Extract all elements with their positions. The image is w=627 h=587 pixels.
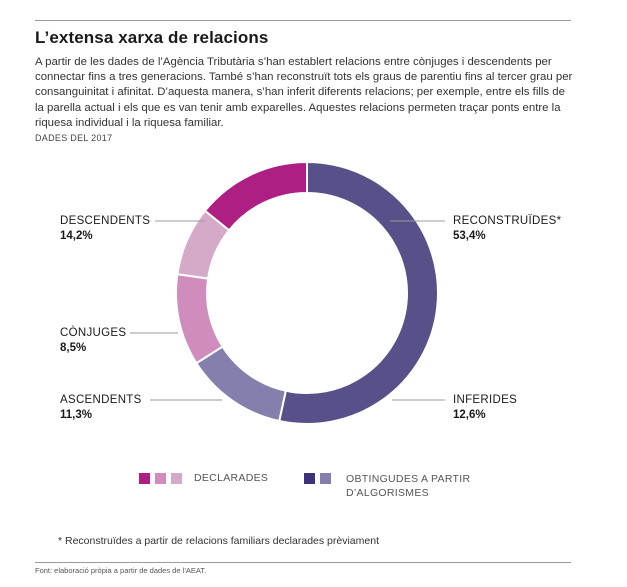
donut-chart bbox=[130, 160, 445, 425]
chart-title: L’extensa xarxa de relacions bbox=[35, 28, 269, 47]
legend-swatch bbox=[320, 473, 331, 484]
legend-swatch bbox=[304, 473, 315, 484]
label-descendents-name: DESCENDENTS bbox=[60, 215, 151, 227]
top-rule bbox=[35, 20, 571, 21]
label-descendents-value: 14,2% bbox=[60, 230, 93, 242]
donut-slice-reconstruïdes bbox=[278, 160, 439, 425]
legend-swatch bbox=[155, 473, 166, 484]
label-reconstruides-value: 53,4% bbox=[453, 230, 486, 242]
label-conjuges-value: 8,5% bbox=[60, 342, 87, 354]
label-reconstruides: RECONSTRUÏDES* 53,4% bbox=[453, 214, 561, 244]
data-date: DADES DEL 2017 bbox=[35, 133, 113, 143]
legend-declarades-label: DECLARADES bbox=[194, 472, 269, 484]
label-ascendents-name: ASCENDENTS bbox=[60, 394, 142, 406]
label-ascendents-value: 11,3% bbox=[60, 409, 92, 421]
footnote: * Reconstruïdes a partir de relacions fa… bbox=[58, 535, 379, 547]
label-inferides-name: INFERIDES bbox=[453, 394, 518, 406]
label-conjuges: CÒNJUGES 8,5% bbox=[60, 326, 126, 356]
label-inferides: INFERIDES 12,6% bbox=[453, 393, 517, 423]
source-footer: Font: elaboració pròpia a partir de dade… bbox=[35, 566, 207, 575]
donut-slice-descendents bbox=[203, 160, 308, 232]
legend-obtingudes-line2: D’ALGORISMES bbox=[346, 487, 429, 499]
label-descendents: DESCENDENTS 14,2% bbox=[60, 214, 150, 244]
label-inferides-value: 12,6% bbox=[453, 409, 486, 421]
intro-text: A partir de les dades de l’Agència Tribu… bbox=[35, 56, 573, 129]
bottom-rule bbox=[35, 562, 571, 563]
donut-slice-inferides bbox=[195, 345, 287, 423]
donut-slice-ascendents bbox=[175, 273, 224, 365]
label-reconstruides-name: RECONSTRUÏDES* bbox=[453, 215, 562, 227]
legend-obtingudes-line1: OBTINGUDES A PARTIR bbox=[346, 473, 471, 485]
legend-swatch bbox=[171, 473, 182, 484]
label-conjuges-name: CÒNJUGES bbox=[60, 327, 127, 339]
legend-swatch bbox=[139, 473, 150, 484]
legend-obtingudes-label: OBTINGUDES A PARTIR D’ALGORISMES bbox=[346, 472, 470, 500]
label-ascendents: ASCENDENTS 11,3% bbox=[60, 393, 142, 423]
